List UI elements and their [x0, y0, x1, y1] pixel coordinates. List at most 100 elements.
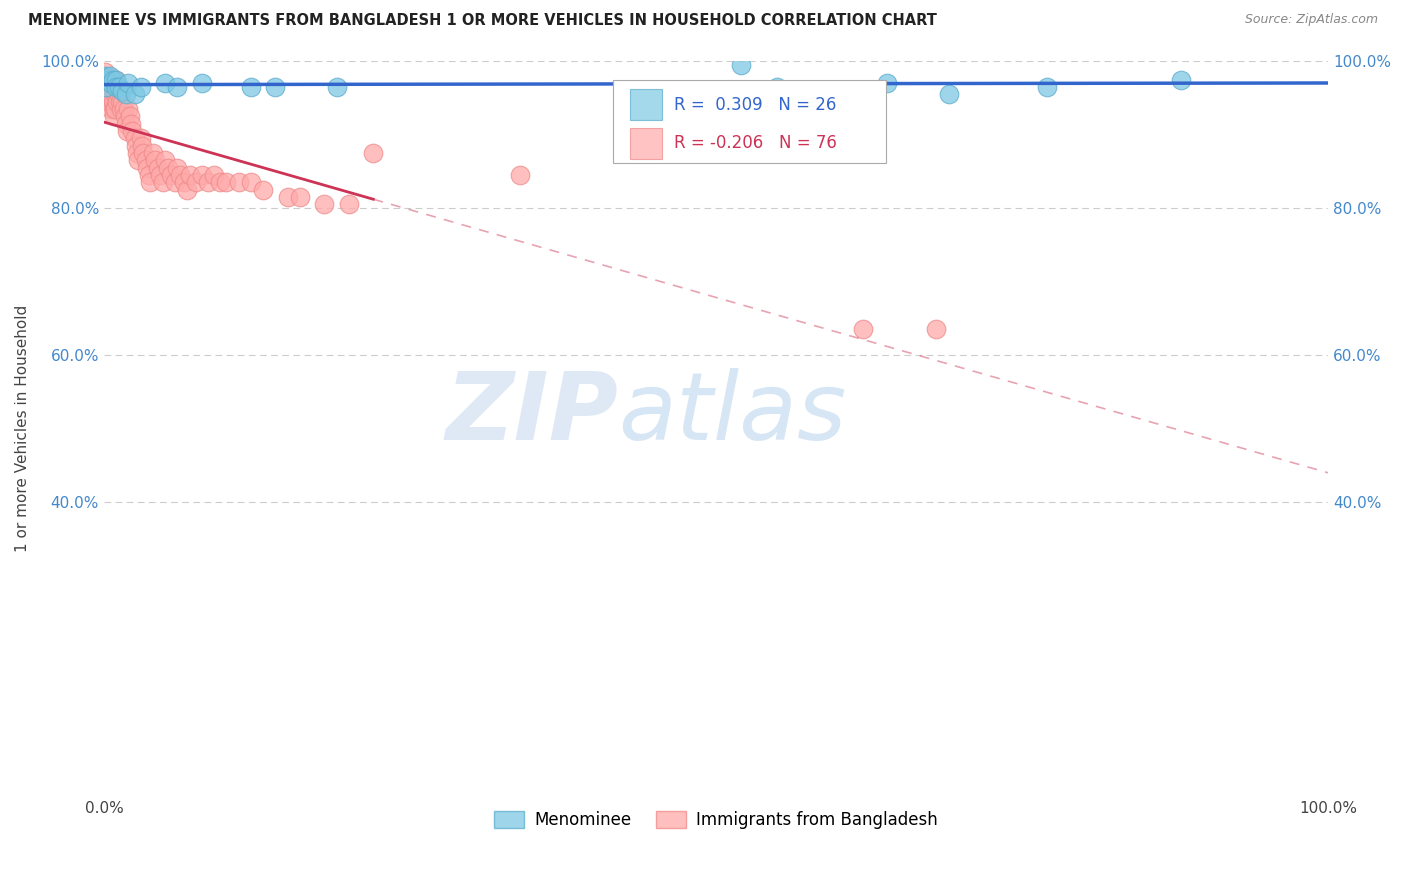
- Text: atlas: atlas: [619, 368, 846, 459]
- Point: [152, 175, 174, 189]
- Point: [117, 102, 139, 116]
- FancyBboxPatch shape: [613, 80, 886, 163]
- Point: [101, 79, 124, 94]
- Point: [94, 69, 117, 83]
- Point: [129, 79, 152, 94]
- Point: [125, 146, 148, 161]
- Text: R = -0.206   N = 76: R = -0.206 N = 76: [675, 135, 838, 153]
- Point: [97, 72, 120, 87]
- Point: [110, 102, 132, 116]
- Point: [127, 153, 149, 168]
- Point: [124, 87, 146, 102]
- Point: [179, 168, 201, 182]
- Point: [142, 146, 165, 161]
- Point: [160, 168, 183, 182]
- Point: [169, 168, 191, 182]
- Point: [153, 76, 176, 90]
- Point: [146, 161, 169, 175]
- Text: ZIP: ZIP: [446, 368, 619, 460]
- Point: [325, 79, 347, 94]
- Point: [156, 161, 179, 175]
- Point: [107, 79, 129, 94]
- Point: [209, 175, 232, 189]
- Point: [149, 168, 172, 182]
- Point: [288, 190, 311, 204]
- Point: [96, 79, 118, 94]
- Point: [100, 102, 122, 116]
- Point: [191, 76, 214, 90]
- Point: [115, 87, 138, 102]
- Point: [103, 102, 125, 116]
- Point: [163, 175, 186, 189]
- Point: [252, 183, 274, 197]
- Point: [105, 72, 128, 87]
- Point: [361, 146, 384, 161]
- Point: [111, 83, 134, 97]
- Point: [145, 153, 167, 168]
- Text: MENOMINEE VS IMMIGRANTS FROM BANGLADESH 1 OR MORE VEHICLES IN HOUSEHOLD CORRELAT: MENOMINEE VS IMMIGRANTS FROM BANGLADESH …: [28, 13, 936, 29]
- Point: [104, 87, 127, 102]
- Point: [103, 109, 125, 123]
- Point: [197, 175, 219, 189]
- Point: [105, 79, 128, 94]
- Point: [96, 79, 118, 94]
- Point: [509, 168, 531, 182]
- Point: [98, 69, 121, 83]
- Point: [100, 87, 122, 102]
- Point: [111, 95, 134, 109]
- Point: [925, 322, 948, 336]
- Point: [131, 138, 153, 153]
- Point: [184, 175, 207, 189]
- Point: [337, 197, 360, 211]
- Point: [191, 168, 214, 182]
- Point: [105, 72, 128, 87]
- Point: [202, 168, 225, 182]
- Point: [114, 109, 136, 123]
- Point: [97, 95, 120, 109]
- Y-axis label: 1 or more Vehicles in Household: 1 or more Vehicles in Household: [15, 305, 30, 552]
- Point: [98, 95, 121, 109]
- Point: [97, 79, 120, 94]
- Point: [124, 131, 146, 145]
- Point: [129, 131, 152, 145]
- Legend: Menominee, Immigrants from Bangladesh: Menominee, Immigrants from Bangladesh: [488, 804, 945, 836]
- Point: [117, 76, 139, 90]
- Point: [215, 175, 238, 189]
- Point: [277, 190, 299, 204]
- Point: [135, 153, 157, 168]
- Point: [108, 95, 131, 109]
- Point: [166, 79, 188, 94]
- Point: [121, 124, 143, 138]
- Point: [852, 322, 875, 336]
- Point: [1035, 79, 1057, 94]
- Point: [101, 95, 124, 109]
- Point: [239, 79, 262, 94]
- Point: [101, 72, 124, 87]
- Point: [938, 87, 960, 102]
- Point: [107, 79, 129, 94]
- Point: [112, 102, 135, 116]
- Point: [107, 87, 129, 102]
- Point: [139, 175, 162, 189]
- Point: [97, 87, 120, 102]
- Point: [115, 124, 138, 138]
- Text: Source: ZipAtlas.com: Source: ZipAtlas.com: [1244, 13, 1378, 27]
- Point: [132, 146, 155, 161]
- Point: [104, 102, 127, 116]
- Point: [1170, 72, 1192, 87]
- Point: [176, 183, 198, 197]
- Point: [97, 87, 120, 102]
- Point: [135, 161, 157, 175]
- Point: [138, 168, 160, 182]
- Point: [94, 72, 117, 87]
- Point: [730, 58, 752, 72]
- Point: [239, 175, 262, 189]
- Point: [153, 153, 176, 168]
- Text: R =  0.309   N = 26: R = 0.309 N = 26: [675, 95, 837, 114]
- Point: [264, 79, 287, 94]
- FancyBboxPatch shape: [630, 89, 662, 120]
- Point: [876, 76, 898, 90]
- Point: [118, 109, 141, 123]
- Point: [94, 65, 117, 79]
- Point: [314, 197, 336, 211]
